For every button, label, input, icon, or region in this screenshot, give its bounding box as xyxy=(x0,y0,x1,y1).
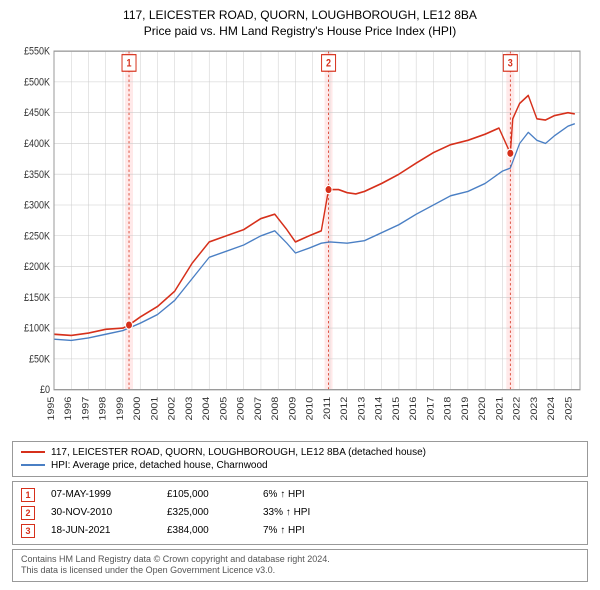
svg-text:1996: 1996 xyxy=(64,396,74,420)
svg-text:2002: 2002 xyxy=(167,397,177,421)
svg-text:£500K: £500K xyxy=(24,77,50,89)
svg-text:£150K: £150K xyxy=(24,292,50,304)
svg-text:1999: 1999 xyxy=(116,396,126,420)
svg-text:£350K: £350K xyxy=(24,169,50,181)
svg-text:2008: 2008 xyxy=(271,396,281,420)
svg-text:1: 1 xyxy=(127,58,132,70)
svg-text:£100K: £100K xyxy=(24,323,50,335)
svg-text:1997: 1997 xyxy=(81,397,91,421)
svg-text:2011: 2011 xyxy=(323,397,333,420)
svg-text:3: 3 xyxy=(508,58,513,70)
svg-text:2004: 2004 xyxy=(202,396,212,420)
footer-line: This data is licensed under the Open Gov… xyxy=(21,565,579,577)
svg-text:2015: 2015 xyxy=(392,396,402,420)
svg-text:2024: 2024 xyxy=(547,396,557,420)
transaction-date: 18-JUN-2021 xyxy=(51,525,151,536)
transaction-pct-vs-hpi: 33% ↑ HPI xyxy=(263,507,363,518)
svg-text:2007: 2007 xyxy=(254,397,264,421)
transaction-price: £325,000 xyxy=(167,507,247,518)
svg-text:£50K: £50K xyxy=(29,354,50,366)
svg-text:2025: 2025 xyxy=(564,396,574,420)
svg-text:2001: 2001 xyxy=(150,397,160,421)
svg-text:2023: 2023 xyxy=(530,396,540,420)
transaction-marker: 3 xyxy=(21,524,35,538)
chart-container: 117, LEICESTER ROAD, QUORN, LOUGHBOROUGH… xyxy=(0,0,600,590)
svg-text:£250K: £250K xyxy=(24,231,50,243)
transaction-price: £105,000 xyxy=(167,489,247,500)
svg-text:£400K: £400K xyxy=(24,138,50,150)
legend-item: HPI: Average price, detached house, Char… xyxy=(21,459,579,472)
svg-text:2022: 2022 xyxy=(512,397,522,421)
line-chart-svg: £0 £50K £100K £150K £200K £250K £300K £350K £400… xyxy=(12,44,588,435)
svg-text:2016: 2016 xyxy=(409,396,419,420)
svg-text:2005: 2005 xyxy=(219,396,229,420)
legend-box: 117, LEICESTER ROAD, QUORN, LOUGHBOROUGH… xyxy=(12,441,588,477)
transaction-date: 30-NOV-2010 xyxy=(51,507,151,518)
chart-subtitle: Price paid vs. HM Land Registry's House … xyxy=(12,24,588,38)
transaction-price: £384,000 xyxy=(167,525,247,536)
svg-text:2006: 2006 xyxy=(236,396,246,420)
svg-text:2014: 2014 xyxy=(374,396,384,420)
transaction-row: 2 30-NOV-2010 £325,000 33% ↑ HPI xyxy=(21,504,579,522)
svg-text:£300K: £300K xyxy=(24,200,50,212)
legend-item: 117, LEICESTER ROAD, QUORN, LOUGHBOROUGH… xyxy=(21,446,579,459)
chart-plot-area: £0 £50K £100K £150K £200K £250K £300K £350K £400… xyxy=(12,44,588,435)
svg-text:2020: 2020 xyxy=(478,396,488,420)
svg-text:2019: 2019 xyxy=(461,396,471,420)
svg-text:2018: 2018 xyxy=(443,396,453,420)
svg-text:2021: 2021 xyxy=(495,397,505,421)
svg-text:£200K: £200K xyxy=(24,261,50,273)
transaction-row: 1 07-MAY-1999 £105,000 6% ↑ HPI xyxy=(21,486,579,504)
chart-title: 117, LEICESTER ROAD, QUORN, LOUGHBOROUGH… xyxy=(12,8,588,22)
legend-swatch xyxy=(21,451,45,453)
transaction-date: 07-MAY-1999 xyxy=(51,489,151,500)
svg-text:2013: 2013 xyxy=(357,396,367,420)
legend-swatch xyxy=(21,464,45,466)
transaction-row: 3 18-JUN-2021 £384,000 7% ↑ HPI xyxy=(21,522,579,540)
svg-text:2000: 2000 xyxy=(133,396,143,420)
transactions-table: 1 07-MAY-1999 £105,000 6% ↑ HPI 2 30-NOV… xyxy=(12,481,588,545)
svg-text:1998: 1998 xyxy=(98,396,108,420)
svg-text:£450K: £450K xyxy=(24,108,50,120)
svg-text:£0: £0 xyxy=(40,385,50,397)
attribution-footer: Contains HM Land Registry data © Crown c… xyxy=(12,549,588,582)
svg-text:2012: 2012 xyxy=(340,397,350,421)
transaction-marker: 1 xyxy=(21,488,35,502)
svg-text:2: 2 xyxy=(326,58,331,70)
legend-label: HPI: Average price, detached house, Char… xyxy=(51,460,268,471)
svg-text:2009: 2009 xyxy=(288,396,298,420)
svg-text:2017: 2017 xyxy=(426,397,436,421)
title-block: 117, LEICESTER ROAD, QUORN, LOUGHBOROUGH… xyxy=(12,8,588,38)
footer-line: Contains HM Land Registry data © Crown c… xyxy=(21,554,579,566)
svg-text:2010: 2010 xyxy=(305,396,315,420)
transaction-marker: 2 xyxy=(21,506,35,520)
svg-text:1995: 1995 xyxy=(47,396,57,420)
legend-label: 117, LEICESTER ROAD, QUORN, LOUGHBOROUGH… xyxy=(51,447,426,458)
transaction-pct-vs-hpi: 6% ↑ HPI xyxy=(263,489,363,500)
transaction-pct-vs-hpi: 7% ↑ HPI xyxy=(263,525,363,536)
svg-text:2003: 2003 xyxy=(185,396,195,420)
svg-text:£550K: £550K xyxy=(24,46,50,58)
